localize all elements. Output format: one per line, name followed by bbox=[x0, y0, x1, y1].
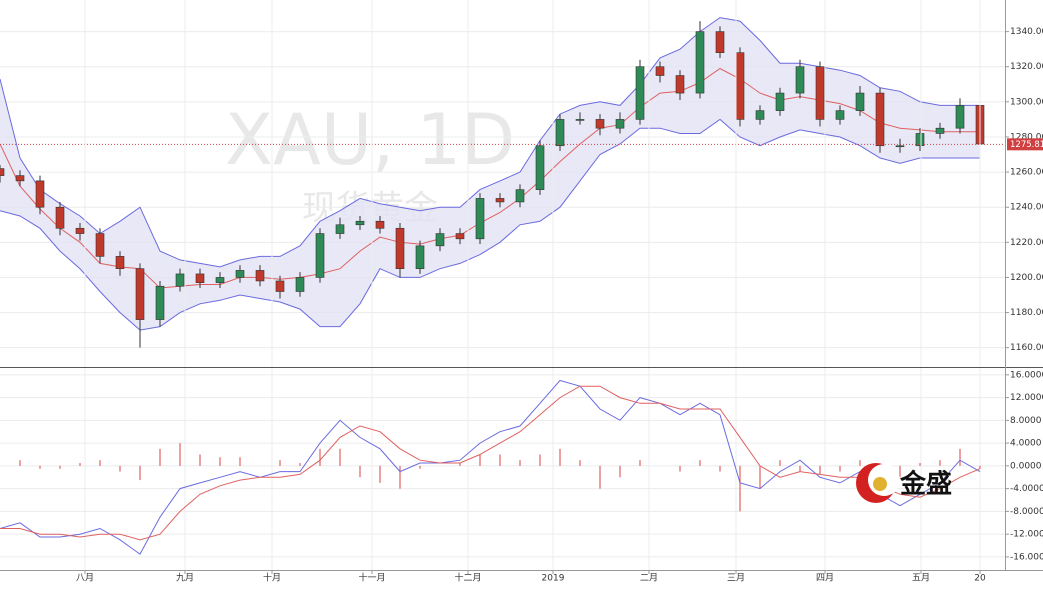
candle-body bbox=[315, 233, 325, 278]
candle-body bbox=[495, 198, 505, 203]
logo-text: 金盛 bbox=[899, 469, 952, 500]
y-tick-label: 12.0000 bbox=[1010, 393, 1043, 403]
candle-body bbox=[715, 31, 725, 53]
candle-body bbox=[275, 280, 285, 292]
candle-body bbox=[635, 66, 645, 120]
y-tick-label: -12.0000 bbox=[1010, 530, 1043, 540]
y-tick-label: 1160.00 bbox=[1010, 343, 1043, 353]
y-tick-label: -4.0000 bbox=[1010, 484, 1043, 494]
candle-body bbox=[835, 110, 845, 120]
candle-body bbox=[655, 66, 665, 76]
candle-body bbox=[215, 277, 225, 284]
watermark-symbol: XAU, 1D bbox=[225, 99, 515, 181]
candle-body bbox=[95, 233, 105, 257]
band-fill bbox=[0, 17, 980, 331]
x-tick-label: 2019 bbox=[542, 574, 565, 584]
candle-body bbox=[735, 52, 745, 120]
candle-body bbox=[235, 270, 245, 278]
band-line bbox=[0, 17, 980, 268]
candle-body bbox=[575, 119, 585, 121]
candle-body bbox=[395, 227, 405, 269]
last-price-label: 1275.81 bbox=[1010, 140, 1043, 150]
y-tick-label: 8.0000 bbox=[1010, 416, 1042, 426]
x-tick-label: 十二月 bbox=[454, 572, 481, 584]
candle-body bbox=[435, 233, 445, 247]
candle-body bbox=[895, 145, 905, 148]
candle-body bbox=[355, 220, 365, 226]
candle-body bbox=[515, 189, 525, 203]
candle-body bbox=[255, 270, 265, 282]
candle-body bbox=[295, 277, 305, 292]
x-tick-label: 四月 bbox=[816, 573, 834, 584]
candle-body bbox=[555, 119, 565, 147]
y-tick-label: 1200.00 bbox=[1010, 273, 1043, 283]
x-tick-label: 三月 bbox=[727, 573, 745, 584]
y-tick-label: 1180.00 bbox=[1010, 308, 1043, 318]
x-tick-label: 二月 bbox=[640, 573, 658, 584]
x-tick-label: 八月 bbox=[76, 573, 94, 584]
candle-body bbox=[55, 206, 65, 229]
y-tick-label: 16.0000 bbox=[1010, 370, 1043, 380]
y-tick-label: 1220.00 bbox=[1010, 238, 1043, 248]
candle-body bbox=[475, 198, 485, 240]
x-tick-label: 20 bbox=[974, 574, 986, 584]
macd-line bbox=[0, 385, 981, 541]
logo: 金盛 bbox=[856, 463, 952, 503]
candle-body bbox=[935, 127, 945, 134]
band-line bbox=[0, 118, 980, 331]
y-tick-label: 1340.00 bbox=[1010, 27, 1043, 37]
candle-body bbox=[75, 227, 85, 234]
candle-body bbox=[115, 256, 125, 269]
x-tick-label: 九月 bbox=[176, 573, 194, 584]
y-tick-label: 1320.00 bbox=[1010, 62, 1043, 72]
y-tick-label: -8.0000 bbox=[1010, 507, 1043, 517]
candle-body bbox=[875, 92, 885, 147]
candle-body bbox=[135, 268, 145, 320]
candle-body bbox=[535, 145, 545, 190]
last-price-box bbox=[1007, 138, 1043, 151]
candle-body bbox=[335, 224, 345, 234]
x-tick-label: 十月 bbox=[263, 572, 281, 584]
candle-body bbox=[15, 175, 25, 182]
x-tick-label: 五月 bbox=[912, 573, 930, 584]
macd-line bbox=[0, 379, 981, 555]
y-tick-label: 0.0000 bbox=[1010, 461, 1042, 471]
candle-body bbox=[35, 180, 45, 208]
candle-body bbox=[415, 245, 425, 269]
candle-body bbox=[795, 66, 805, 94]
candle-body bbox=[815, 66, 825, 120]
candle-body bbox=[955, 105, 965, 129]
candle-body bbox=[195, 273, 205, 284]
candle-body bbox=[675, 75, 685, 94]
candle-body bbox=[175, 273, 185, 287]
candle-body bbox=[775, 92, 785, 111]
candle-body bbox=[615, 119, 625, 129]
candle-body bbox=[455, 233, 465, 240]
candle-body bbox=[155, 285, 165, 320]
candle-body bbox=[375, 220, 385, 229]
candle-body bbox=[755, 110, 765, 120]
candle-body bbox=[855, 92, 865, 111]
candle-body bbox=[915, 133, 925, 147]
candle-body bbox=[595, 119, 605, 129]
y-tick-label: 4.0000 bbox=[1010, 439, 1042, 449]
logo-mark bbox=[873, 477, 887, 491]
y-tick-label: 1280.00 bbox=[1010, 132, 1043, 142]
y-tick-label: 1260.00 bbox=[1010, 168, 1043, 178]
y-tick-label: 1300.00 bbox=[1010, 97, 1043, 107]
candle-body bbox=[695, 31, 705, 94]
y-tick-label: 1240.00 bbox=[1010, 203, 1043, 213]
candle-body bbox=[0, 168, 5, 176]
x-tick-label: 十一月 bbox=[358, 572, 385, 584]
y-tick-label: -16.0000 bbox=[1010, 552, 1043, 562]
